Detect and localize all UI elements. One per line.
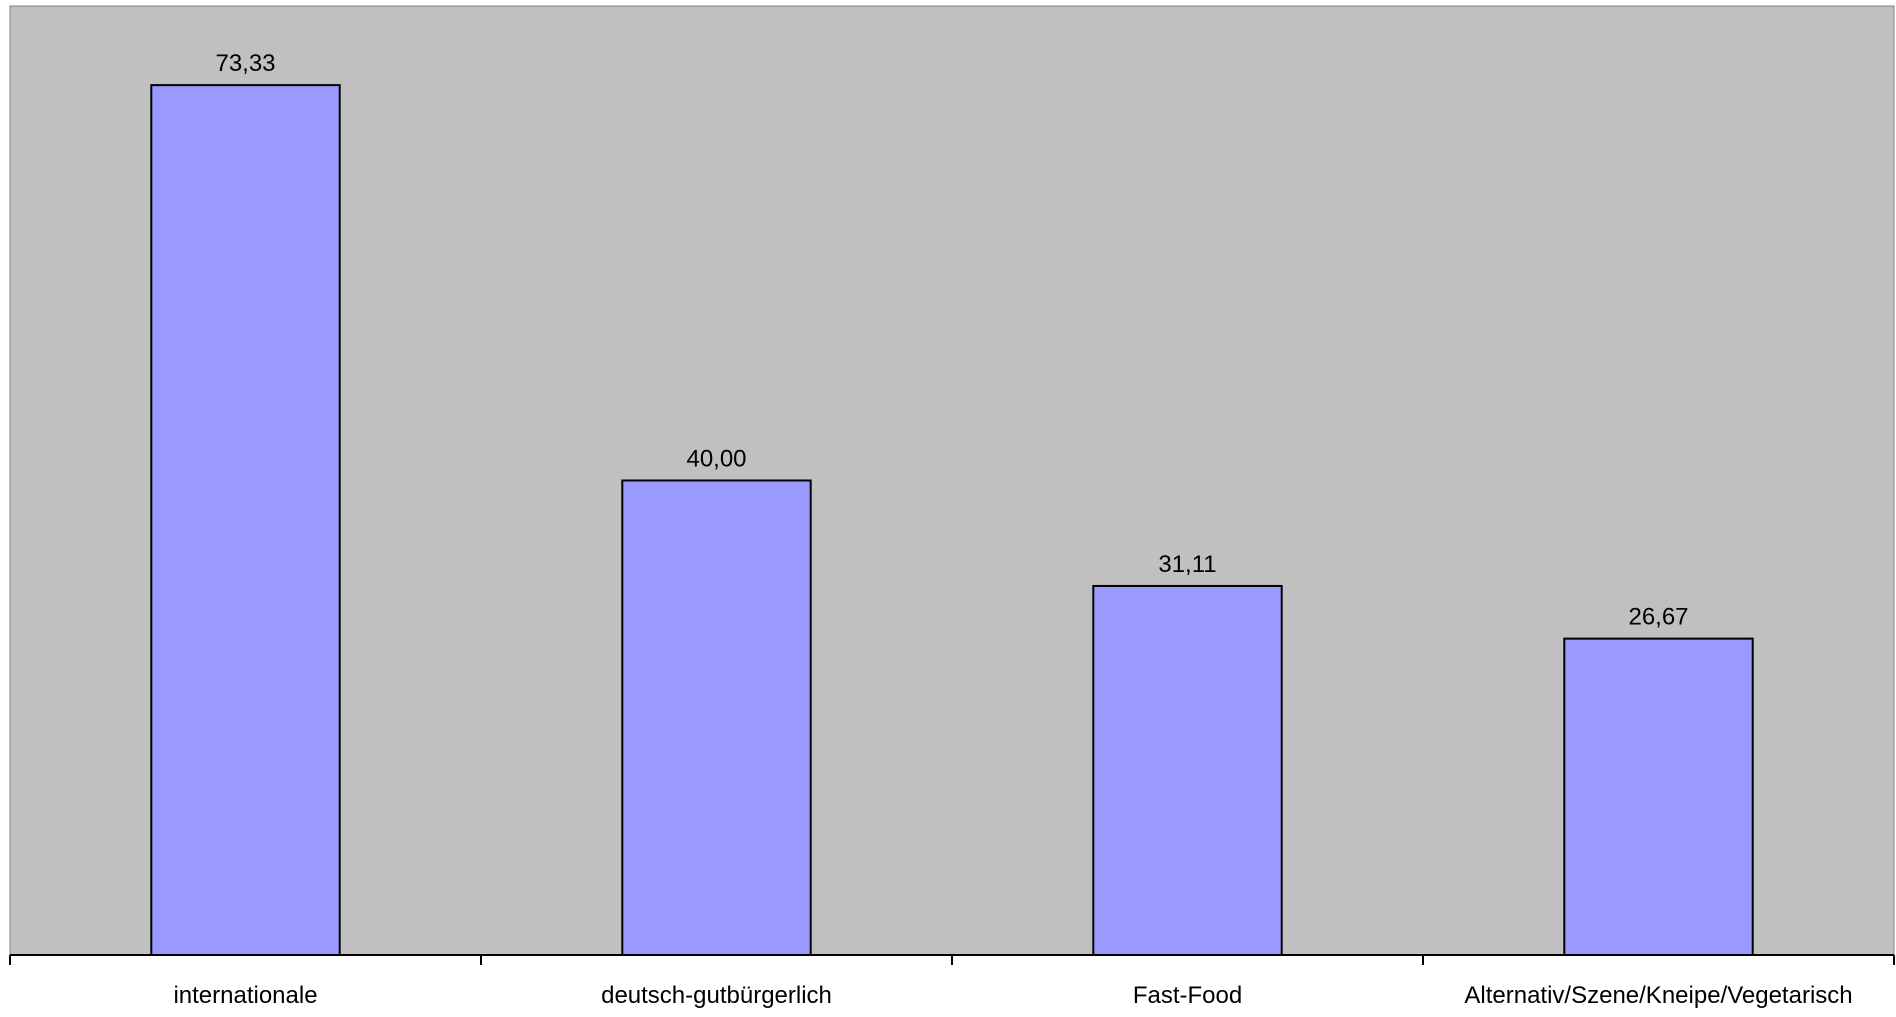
- x-tick-label: deutsch-gutbürgerlich: [601, 982, 832, 1009]
- data-labels-layer: 73,33 40,00 31,11 26,67: [215, 50, 1688, 631]
- data-label: 26,67: [1628, 604, 1688, 631]
- bar: [150, 84, 341, 957]
- bar: [1563, 637, 1754, 956]
- x-tick-label: internationale: [173, 982, 317, 1009]
- data-label: 40,00: [686, 446, 746, 473]
- bar: [621, 479, 812, 956]
- x-tick-label: Alternativ/Szene/Kneipe/Vegetarisch: [1464, 982, 1852, 1009]
- bars-layer: [150, 84, 1754, 957]
- data-label: 73,33: [215, 50, 275, 77]
- x-axis-ticks: [9, 955, 1895, 965]
- bar: [1092, 584, 1283, 957]
- x-tick-label: Fast-Food: [1133, 982, 1242, 1009]
- x-axis-tick-labels: internationale deutsch-gutbürgerlich Fast-…: [173, 982, 1852, 1009]
- data-label: 31,11: [1158, 551, 1216, 578]
